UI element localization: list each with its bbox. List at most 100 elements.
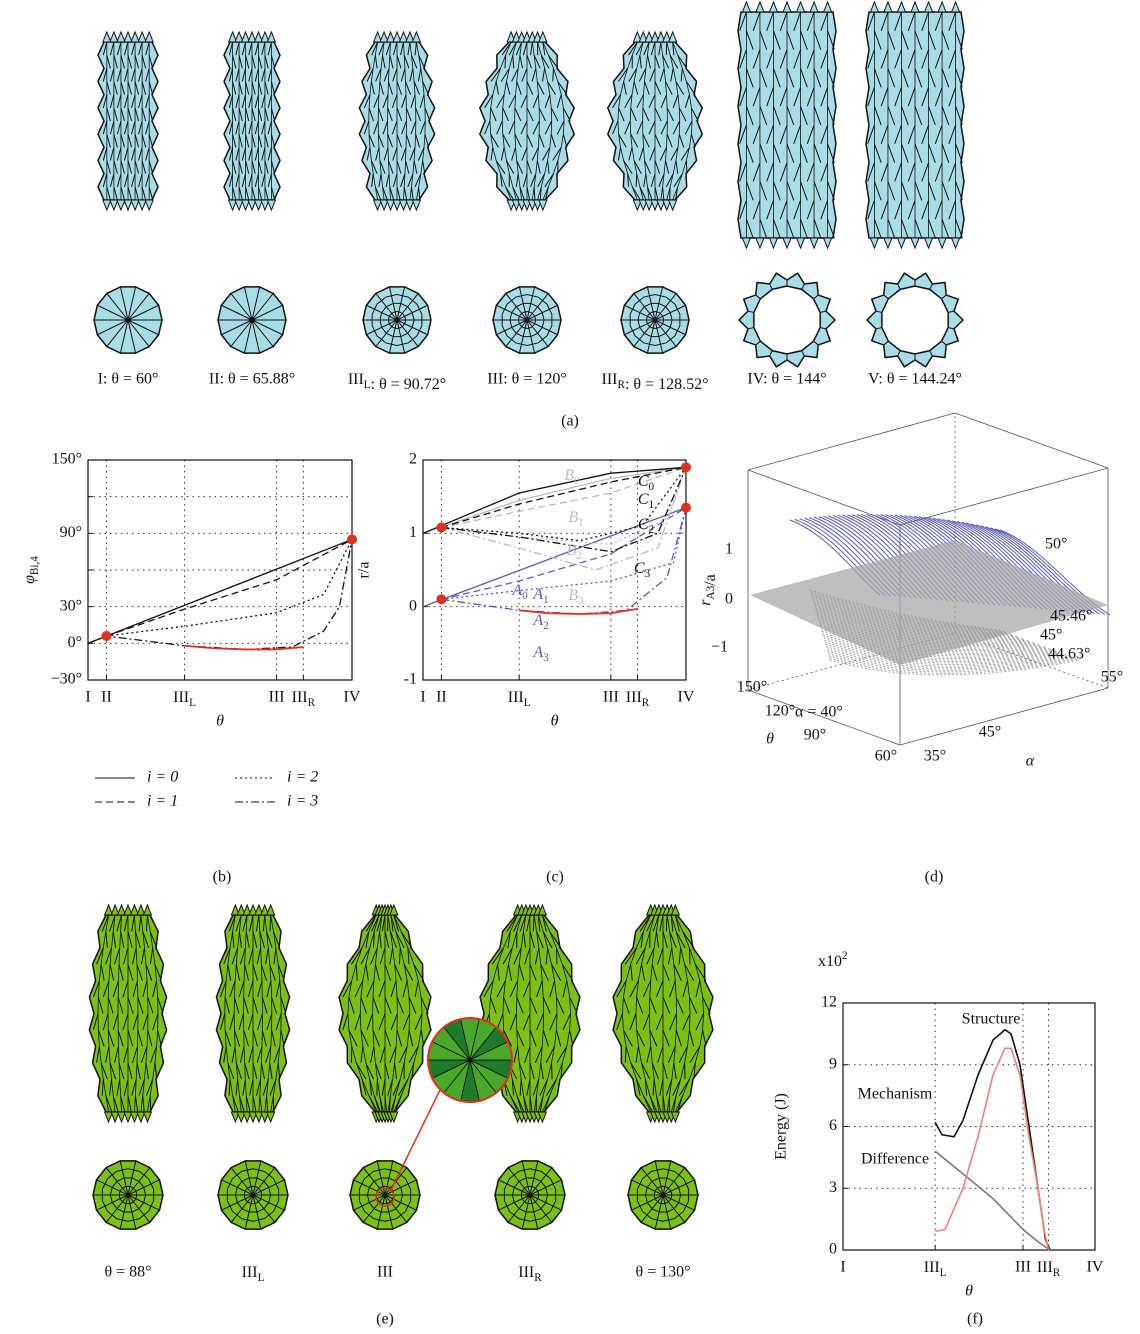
tip: [669, 32, 677, 42]
caption: IIIR: θ = 128.52°: [602, 371, 709, 393]
curve-label: A2: [532, 612, 548, 632]
crease: [685, 1063, 686, 1079]
legend-label: i = 0: [147, 769, 178, 786]
crease: [261, 964, 262, 980]
x-tick-label: IV: [678, 689, 695, 706]
curve-label: Mechanism: [858, 1086, 933, 1103]
x-tick-label: III: [269, 689, 285, 706]
axis-scale-label: x102: [818, 950, 848, 970]
tip: [769, 2, 777, 12]
origami-top-view: [93, 1161, 163, 1229]
y-axis-title: φBi,4: [21, 556, 41, 584]
marker: [681, 462, 691, 472]
tip: [412, 32, 420, 42]
caption: III: θ = 120°: [487, 371, 567, 388]
crease: [552, 1063, 553, 1079]
series-line: [935, 1048, 1048, 1250]
origami-tube: [98, 32, 158, 210]
crease: [118, 964, 119, 980]
origami-top-view: [867, 273, 963, 367]
disk-center: [525, 318, 529, 322]
origami-top-view: [739, 273, 835, 367]
panel-label: (f): [967, 1311, 983, 1328]
origami-tube: [89, 905, 166, 1122]
tip: [103, 32, 111, 42]
tip: [938, 238, 946, 248]
panel-label: (e): [376, 1311, 394, 1328]
axis-title: θ: [766, 731, 774, 748]
tip: [769, 238, 777, 248]
tip: [138, 200, 146, 210]
origami-tube: [738, 2, 836, 248]
disk-hole: [882, 286, 948, 354]
y-tick-label: 12: [821, 994, 837, 1011]
x-tick-label: IV: [1087, 1259, 1104, 1276]
caption: θ = 130°: [635, 1264, 690, 1281]
origami-tube: [359, 32, 434, 210]
tip: [911, 238, 919, 248]
annotation: α = 40°: [795, 704, 843, 721]
origami-top-view: [218, 1161, 288, 1229]
tip: [110, 32, 118, 42]
tip: [810, 238, 818, 248]
marker: [436, 522, 446, 532]
disk-center: [653, 318, 657, 322]
y-axis-title: Energy (J): [773, 1093, 790, 1160]
disk-center: [126, 1193, 130, 1197]
tip: [897, 2, 905, 12]
y-tick-label: 1: [409, 524, 417, 541]
x-tick-label: 150°: [737, 679, 767, 696]
curve-label: Difference: [861, 1151, 929, 1168]
origami-tube: [224, 32, 280, 210]
legend-label: i = 2: [287, 769, 318, 786]
z-tick-label: 1: [725, 541, 733, 558]
tip: [742, 2, 750, 12]
curve-label: B1: [568, 509, 583, 529]
tip: [810, 2, 818, 12]
y-tick-label: -1: [404, 671, 417, 688]
tip: [897, 238, 905, 248]
tip: [124, 200, 132, 210]
crease: [261, 1046, 262, 1062]
x-tick-label: II: [101, 689, 112, 706]
tip: [103, 200, 111, 210]
y-tick-label: 9: [829, 1055, 837, 1072]
caption: IIIR: [518, 1264, 542, 1284]
axis-title: rA3/a: [697, 574, 719, 605]
y-tick-label: 0: [829, 1241, 837, 1258]
tip: [756, 238, 764, 248]
tip: [143, 1112, 151, 1122]
surface-plot: [748, 413, 1110, 745]
tip: [267, 32, 275, 42]
series-line: [88, 539, 352, 643]
crease: [244, 964, 245, 980]
crease: [137, 1046, 138, 1062]
tip: [797, 238, 805, 248]
tip: [797, 2, 805, 12]
origami-tube: [480, 32, 574, 210]
annotation: 45.46°: [1050, 608, 1092, 625]
caption: V: θ = 144.24°: [868, 371, 962, 388]
x-tick-label: IIIL: [173, 689, 196, 709]
x-tick-label: IIIR: [1037, 1259, 1061, 1279]
figure: I: θ = 60°II: θ = 65.88°IIIL: θ = 90.72°…: [0, 0, 1140, 1329]
tip: [117, 200, 125, 210]
z-tick-label: 0: [725, 591, 733, 608]
box-edge: [900, 468, 1108, 525]
caption: IIIL: [242, 1264, 265, 1284]
y-tick-label: 0: [409, 597, 417, 614]
panel-label: (d): [925, 869, 944, 886]
crease: [244, 1046, 245, 1062]
annotation: 50°: [1045, 536, 1067, 553]
tip: [267, 1112, 275, 1122]
x-tick-label: III: [1015, 1259, 1031, 1276]
crease: [118, 1046, 119, 1062]
curve-label: C3: [634, 560, 651, 580]
panel-label: (c): [546, 869, 564, 886]
origami-top-view: [350, 1161, 420, 1229]
y-axis-title: r/a: [356, 562, 373, 579]
curve-label: Structure: [962, 1011, 1021, 1028]
curve-label: B3: [568, 587, 584, 607]
caption: I: θ = 60°: [98, 371, 159, 388]
curve-label: C0: [638, 473, 655, 493]
